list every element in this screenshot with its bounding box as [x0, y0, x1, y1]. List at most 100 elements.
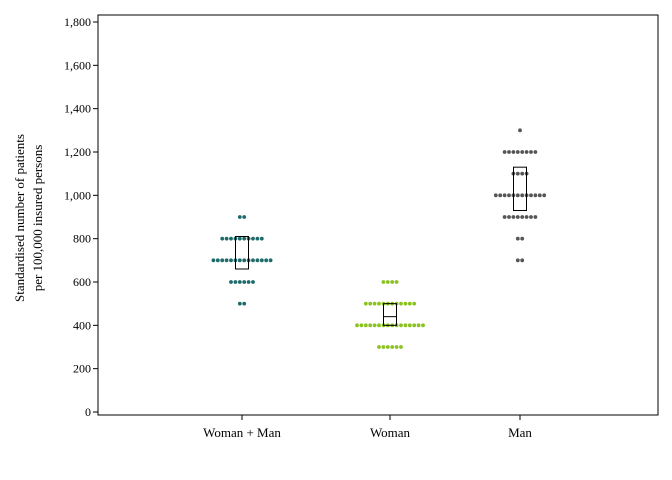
data-point [515, 258, 520, 263]
data-point [518, 128, 522, 133]
x-tick-label: Woman [370, 425, 411, 440]
y-tick-label: 1,000 [64, 188, 91, 202]
data-point [520, 171, 525, 176]
data-point [251, 258, 255, 263]
data-point [242, 280, 247, 284]
data-point [507, 193, 511, 198]
data-point [372, 301, 377, 306]
data-point [385, 280, 390, 284]
data-point [359, 323, 364, 328]
data-point [542, 193, 547, 198]
data-point [368, 301, 373, 306]
data-point [399, 345, 403, 349]
data-point [524, 215, 529, 219]
data-point [520, 215, 525, 219]
data-point [507, 215, 511, 219]
data-point [515, 215, 520, 219]
y-tick-label: 1,800 [64, 15, 91, 29]
data-point [403, 301, 408, 306]
data-point [255, 236, 260, 241]
data-point [255, 258, 260, 263]
data-point [220, 236, 225, 241]
data-point [520, 258, 525, 263]
data-point [507, 150, 511, 154]
data-point [529, 193, 533, 198]
series-1 [211, 215, 273, 306]
y-tick-label: 1,600 [64, 58, 91, 72]
data-point [268, 258, 273, 263]
data-point [355, 323, 359, 328]
data-point [390, 280, 395, 284]
x-tick-label: Man [508, 425, 532, 440]
data-point [381, 345, 386, 349]
data-point [515, 171, 520, 176]
plot-frame [97, 14, 659, 416]
data-point [529, 215, 533, 219]
x-tick-label: Woman + Man [203, 425, 281, 440]
data-point [242, 301, 247, 306]
data-point [237, 215, 242, 219]
y-tick-label: 800 [73, 232, 91, 246]
data-point [511, 150, 516, 154]
data-point [529, 150, 533, 154]
x-axis: Woman + Man Woman Man [203, 415, 532, 440]
data-point [237, 236, 242, 241]
data-point [224, 258, 229, 263]
data-point [237, 258, 242, 263]
data-point [399, 323, 403, 328]
data-point [259, 236, 264, 241]
y-axis-title-line-2: per 100,000 insured persons [30, 145, 45, 292]
data-point [251, 236, 255, 241]
y-tick-label: 1,400 [64, 102, 91, 116]
y-axis: 0 200 400 600 800 1,000 1,200 1,400 1,600 1,800 [64, 15, 98, 419]
data-point [242, 258, 247, 263]
data-point [515, 236, 520, 241]
data-point [412, 301, 417, 306]
data-point [246, 280, 251, 284]
data-point [412, 323, 417, 328]
data-point [524, 150, 529, 154]
data-point [407, 301, 412, 306]
chart-marks [211, 128, 547, 349]
data-point [237, 301, 242, 306]
data-point [502, 150, 507, 154]
data-point [502, 215, 507, 219]
y-tick-label: 600 [73, 275, 91, 289]
data-point [520, 236, 525, 241]
interval-box [383, 303, 397, 326]
data-point [368, 323, 373, 328]
data-point [220, 258, 225, 263]
data-point [229, 280, 233, 284]
data-point [533, 150, 538, 154]
data-point [533, 215, 538, 219]
y-tick-label: 400 [73, 318, 91, 332]
data-point [537, 193, 542, 198]
data-point [251, 280, 255, 284]
data-point [377, 301, 381, 306]
y-tick-label: 200 [73, 362, 91, 376]
data-point [502, 193, 507, 198]
data-point [515, 193, 520, 198]
data-point [381, 280, 386, 284]
data-point [242, 236, 247, 241]
data-point [416, 323, 421, 328]
data-point [394, 345, 399, 349]
y-axis-title-line-1: Standardised number of patients [12, 134, 27, 302]
data-point [215, 258, 220, 263]
data-point [511, 215, 516, 219]
y-tick-label: 0 [85, 405, 91, 419]
data-point [242, 215, 247, 219]
data-point [515, 150, 520, 154]
interval-box [235, 236, 249, 270]
data-point [390, 345, 395, 349]
y-tick-label: 1,200 [64, 145, 91, 159]
data-point [493, 193, 498, 198]
data-point [237, 280, 242, 284]
data-point [259, 258, 264, 263]
data-point [377, 345, 381, 349]
data-point [421, 323, 425, 328]
data-point [533, 193, 538, 198]
data-point [264, 258, 269, 263]
data-point [403, 323, 408, 328]
